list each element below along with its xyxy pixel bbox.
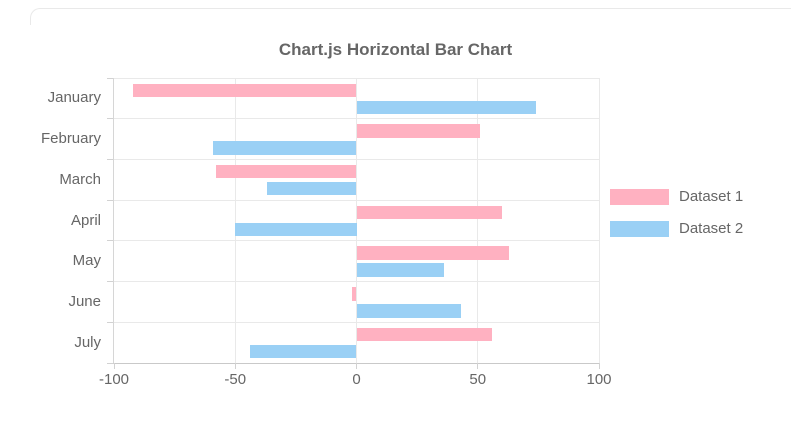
plot-area: -100 -50 0 50 100 January February March April Ma… [41,77,612,388]
gridline-vertical [477,78,479,363]
x-axis-label: -50 [224,371,247,388]
y-axis-label: May [72,252,101,270]
bar-dataset-1-july[interactable] [356,327,493,342]
legend-swatch [610,189,669,205]
y-axis-label: April [70,211,101,229]
gridline-vertical [598,78,600,363]
y-axis-tick [107,158,113,160]
bar-dataset-1-february[interactable] [356,124,481,138]
chart-title: Chart.js Horizontal Bar Chart [278,40,513,59]
x-axis-tick [234,363,236,369]
y-axis-tick [107,240,113,242]
y-axis-label: March [59,170,101,188]
bar-dataset-2-january[interactable] [356,100,536,114]
legend-label: Dataset 1 [679,188,744,205]
legend: Dataset 1 Dataset 2 [610,189,743,253]
y-axis-tick [107,281,113,283]
x-axis-label: -100 [98,371,130,388]
legend-item[interactable]: Dataset 2 [610,221,743,237]
y-axis-tick [107,362,113,364]
bar-dataset-2-february[interactable] [213,141,357,155]
bar-dataset-1-may[interactable] [356,246,510,260]
legend-swatch [610,221,669,237]
gridline-vertical [234,78,236,363]
legend-label: Dataset 2 [679,220,744,237]
x-axis-label: 0 [352,371,361,388]
x-axis-label: 100 [586,371,612,388]
y-axis-tick [107,77,113,79]
y-axis-label: February [40,130,101,148]
bar-dataset-1-april[interactable] [356,205,502,220]
x-axis-tick [598,363,600,369]
bar-dataset-2-april[interactable] [235,222,357,237]
y-axis-tick [107,199,113,201]
y-axis-tick [107,321,113,323]
bar-dataset-1-january[interactable] [133,83,357,97]
y-axis-label: July [74,333,101,351]
x-axis-tick [477,363,479,369]
y-axis-label: January [47,89,101,107]
bar-dataset-2-july[interactable] [249,344,357,359]
gridline-vertical [356,78,357,363]
bar-dataset-2-june[interactable] [356,304,461,318]
bar-dataset-2-march[interactable] [266,181,357,196]
x-axis-tick [356,363,357,369]
bar-dataset-1-march[interactable] [215,164,357,179]
bar-dataset-1-june[interactable] [351,287,357,301]
bar-dataset-2-may[interactable] [356,263,444,277]
y-axis-tick [107,118,113,120]
x-axis-label: 50 [469,371,487,388]
x-axis-tick [113,363,115,369]
card-border [30,8,791,25]
y-axis-label: June [68,292,101,310]
legend-item[interactable]: Dataset 1 [610,189,743,205]
